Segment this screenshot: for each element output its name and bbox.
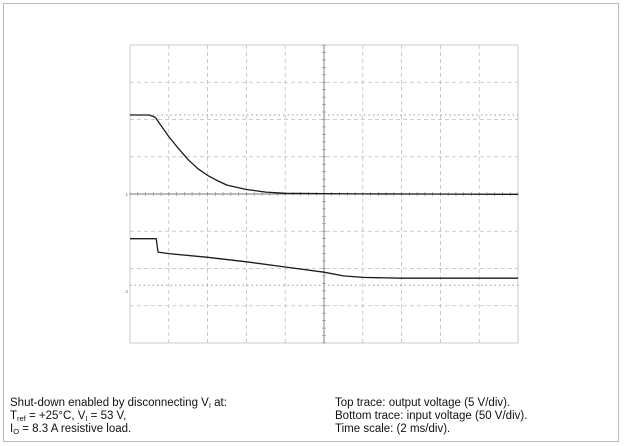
trace-output-voltage [130, 114, 519, 196]
caption-right-line-1: Top trace: output voltage (5 V/div). [335, 397, 511, 409]
figure-frame [3, 3, 619, 442]
caption-left-line-2: Tref = +25°C, VI = 53 V, [10, 410, 127, 423]
caption-right-line-2: Bottom trace: input voltage (50 V/div). [335, 410, 528, 422]
caption-right-line-3: Time scale: (2 ms/div). [335, 423, 451, 435]
caption-conditions: Shut-down enabled by disconnecting VI at… [10, 397, 227, 436]
channel-marker-2: 2 [125, 289, 128, 294]
channel-marker-1: 1 [125, 192, 128, 197]
trace-input-voltage [130, 238, 518, 279]
caption-left-line-1: Shut-down enabled by disconnecting VI at… [10, 397, 227, 410]
caption-traces: Top trace: output voltage (5 V/div). Bot… [335, 397, 527, 436]
caption-left-line-3: IO = 8.3 A resistive load. [10, 423, 132, 436]
